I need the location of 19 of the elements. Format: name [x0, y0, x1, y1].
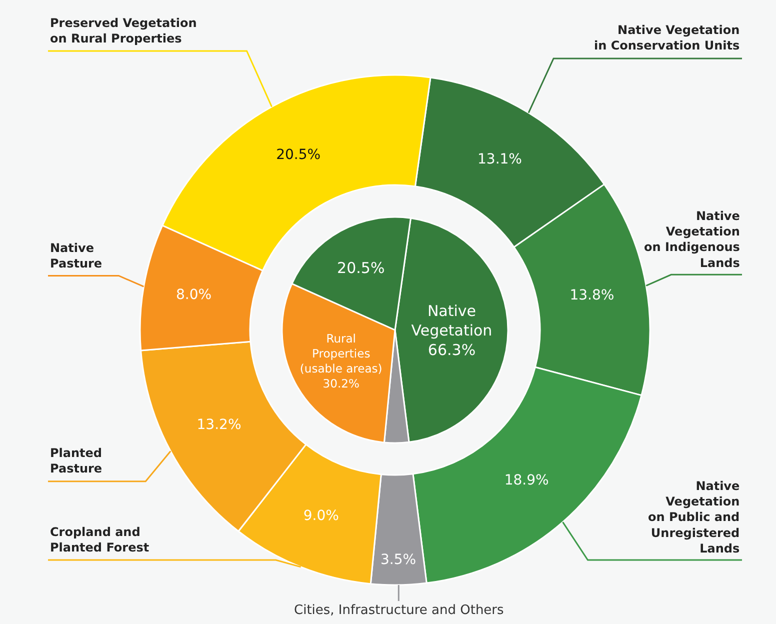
- data-label: 3.5%: [380, 552, 416, 568]
- data-label: 13.2%: [196, 417, 242, 433]
- data-label: 20.5%: [276, 146, 321, 163]
- data-label: 9.0%: [303, 508, 339, 524]
- data-label: 18.9%: [504, 472, 549, 489]
- slice-label: Preserved Vegetation on Rural Properties: [50, 16, 197, 46]
- slice-label: Native Vegetation on Indigenous Lands: [644, 209, 740, 270]
- data-label: Rural Properties (usable areas) 30.2%: [300, 332, 382, 391]
- data-label: 8.0%: [176, 287, 212, 304]
- slice-label: Cities, Infrastructure and Others: [294, 603, 504, 618]
- data-label: 13.8%: [570, 287, 614, 304]
- slice-label: Planted Pasture: [50, 446, 102, 476]
- slice-label: Native Pasture: [50, 241, 102, 271]
- slice-label: Native Vegetation in Conservation Units: [594, 23, 740, 53]
- slice-label: Native Vegetation on Public and Unregistered Lands: [648, 479, 740, 556]
- data-label: 13.1%: [477, 152, 522, 168]
- data-label: Native Vegetation 66.3%: [411, 302, 492, 359]
- slice-label: Cropland and Planted Forest: [50, 525, 150, 555]
- data-label: 20.5%: [337, 259, 385, 278]
